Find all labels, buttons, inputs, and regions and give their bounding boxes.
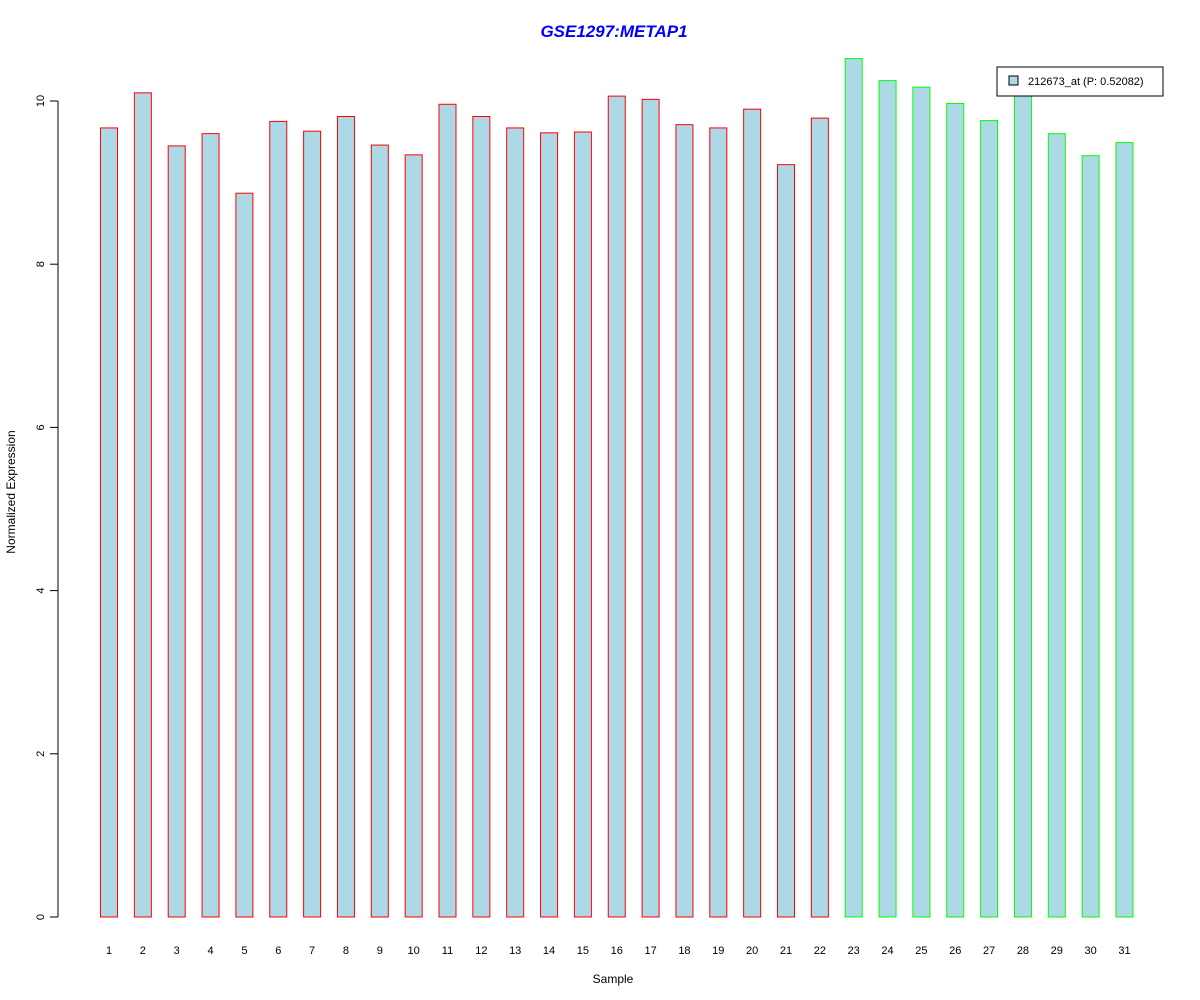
y-tick-label: 0 xyxy=(35,914,47,920)
y-axis-title: Normalized Expression xyxy=(4,430,18,553)
bar xyxy=(912,86,931,918)
bars-group xyxy=(100,58,1134,918)
x-tick-label: 28 xyxy=(1017,945,1029,957)
bar xyxy=(336,116,355,918)
x-tick-label: 31 xyxy=(1118,945,1130,957)
x-tick-label: 3 xyxy=(174,945,180,957)
legend-box xyxy=(996,66,1164,97)
x-tick-label: 9 xyxy=(377,945,383,957)
x-tick-label: 25 xyxy=(915,945,927,957)
bar xyxy=(1013,89,1032,918)
bar xyxy=(404,154,423,918)
x-tick-label: 5 xyxy=(241,945,247,957)
x-tick-label: 27 xyxy=(983,945,995,957)
y-tick-label: 6 xyxy=(35,424,47,430)
x-tick-label: 6 xyxy=(275,945,281,957)
x-tick-label: 21 xyxy=(780,945,792,957)
x-tick-label: 11 xyxy=(442,945,453,957)
x-tick-label: 24 xyxy=(881,945,893,957)
bar xyxy=(980,120,999,918)
bar xyxy=(167,145,186,918)
x-tick-label: 2 xyxy=(140,945,146,957)
bar xyxy=(810,117,829,918)
bar xyxy=(269,120,288,918)
bar xyxy=(303,130,322,918)
x-tick-label: 4 xyxy=(207,945,213,957)
bar xyxy=(641,98,660,918)
bar xyxy=(607,95,626,918)
bar xyxy=(201,133,220,918)
x-axis-title: Sample xyxy=(593,972,634,986)
bar xyxy=(235,192,254,918)
y-axis: 0 2 4 6 8 10 xyxy=(35,95,59,920)
x-tick-label: 29 xyxy=(1051,945,1063,957)
bar xyxy=(844,58,863,918)
chart-title: GSE1297:METAP1 xyxy=(540,22,687,41)
x-tick-label: 1 xyxy=(106,945,112,957)
x-tick-label: 13 xyxy=(509,945,521,957)
x-tick-label: 15 xyxy=(577,945,589,957)
bar xyxy=(743,108,762,918)
bar xyxy=(1115,142,1134,918)
x-tick-label: 22 xyxy=(814,945,826,957)
y-tick-label: 4 xyxy=(35,588,47,594)
x-tick-label: 19 xyxy=(712,945,724,957)
bar xyxy=(438,103,457,918)
x-tick-label: 16 xyxy=(611,945,623,957)
x-tick-label: 20 xyxy=(746,945,758,957)
y-tick-label: 10 xyxy=(35,95,47,107)
x-tick-label: 26 xyxy=(949,945,961,957)
legend: 212673_at (P: 0.52082) xyxy=(996,66,1164,97)
bar xyxy=(573,131,592,918)
x-tick-label: 30 xyxy=(1085,945,1097,957)
bar xyxy=(675,124,694,918)
bar xyxy=(370,144,389,918)
x-tick-label: 17 xyxy=(644,945,656,957)
x-tick-label: 10 xyxy=(408,945,420,957)
bar xyxy=(100,127,118,918)
bar xyxy=(540,132,559,918)
x-tick-labels: 1 2 3 4 5 6 7 8 9 10 11 12 13 14 15 16 17 18 19 20 21 22 23 24 2… xyxy=(106,945,1131,957)
x-tick-label: 8 xyxy=(343,945,349,957)
bar xyxy=(472,116,491,918)
x-tick-label: 12 xyxy=(475,945,487,957)
bar xyxy=(709,127,728,918)
legend-swatch xyxy=(1008,75,1019,86)
bar xyxy=(777,164,795,918)
bar xyxy=(878,80,897,918)
x-tick-label: 18 xyxy=(678,945,690,957)
bar xyxy=(946,102,965,918)
x-tick-label: 23 xyxy=(848,945,860,957)
x-tick-label: 7 xyxy=(309,945,315,957)
y-tick-label: 8 xyxy=(35,261,47,267)
x-tick-label: 14 xyxy=(543,945,555,957)
bar xyxy=(506,127,525,918)
legend-label: 212673_at (P: 0.52082) xyxy=(1028,76,1144,88)
bar xyxy=(133,92,152,918)
bar xyxy=(1081,155,1100,918)
y-tick-label: 2 xyxy=(35,751,47,757)
bar xyxy=(1047,133,1066,918)
